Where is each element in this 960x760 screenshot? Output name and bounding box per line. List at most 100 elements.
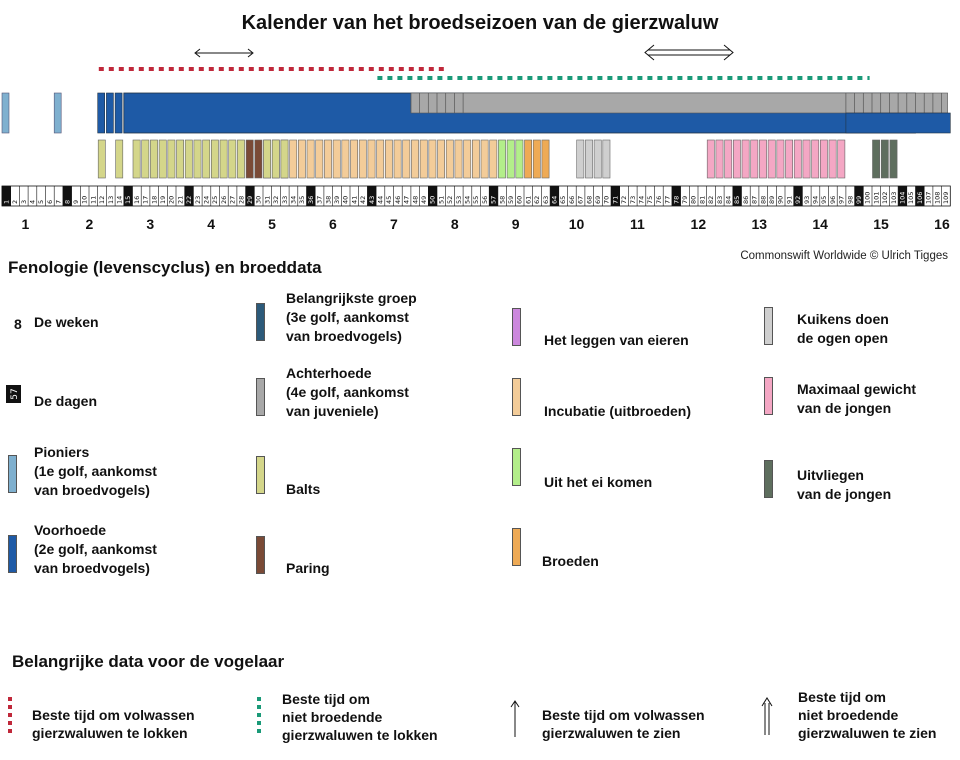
day-cell-bold-22 bbox=[184, 186, 194, 206]
lower-incubatie-43 bbox=[367, 139, 376, 179]
day-number: 74 bbox=[637, 196, 645, 204]
legend-uitkomen: Uit het ei komen bbox=[544, 474, 653, 490]
lower-incubatie-47 bbox=[402, 139, 411, 179]
lower-maximaal-gewicht-82 bbox=[706, 139, 715, 179]
upper-bar-voorhoede-end bbox=[845, 112, 951, 134]
lower-maximaal-gewicht-97 bbox=[837, 139, 846, 179]
week-number: 2 bbox=[85, 216, 93, 232]
week-number: 9 bbox=[512, 216, 520, 232]
day-cell-bold-99 bbox=[854, 186, 864, 206]
day-number: 70 bbox=[603, 196, 611, 204]
swatch-broeden bbox=[512, 528, 521, 566]
lower-incubatie-46 bbox=[393, 139, 402, 179]
legend-belangrijkste: Belangrijkste groep (3e golf, aankomst van… bbox=[286, 290, 417, 344]
day-number: 82 bbox=[707, 196, 715, 204]
day-number: 25 bbox=[211, 196, 219, 204]
day-number: 97 bbox=[838, 196, 846, 204]
day-number: 30 bbox=[255, 196, 263, 204]
day-number: 24 bbox=[202, 196, 210, 204]
lower-broeden-61 bbox=[524, 139, 532, 179]
day-number: 35 bbox=[298, 196, 306, 204]
day-number: 32 bbox=[272, 196, 280, 204]
day-number: 73 bbox=[629, 196, 637, 204]
breeding-calendar-timeline: 1 2 3 4 5 6 7 8 9 10 11 12 13 14 15 16 17 18 19 20 21 22 23 24 2… bbox=[1, 44, 951, 232]
lower-balts-late-31 bbox=[263, 139, 271, 179]
lower-maximaal-gewicht-90 bbox=[776, 139, 785, 179]
birdwatcher-heading: Belangrijke data voor de vogelaar bbox=[12, 652, 285, 671]
day-number: 8 bbox=[63, 200, 71, 204]
lower-incubatie-late-56 bbox=[480, 139, 489, 179]
day-number: 28 bbox=[237, 196, 245, 204]
day-number: 23 bbox=[194, 196, 202, 204]
day-number: 75 bbox=[646, 196, 654, 204]
legend-weeks-icon: 8 bbox=[14, 316, 22, 332]
day-number: 4 bbox=[28, 200, 36, 204]
lower-incubatie-42 bbox=[358, 139, 367, 179]
week-number: 1 bbox=[22, 216, 30, 232]
lower-uitvliegen-103 bbox=[889, 139, 898, 179]
lower-incubatie-36 bbox=[306, 139, 315, 179]
legend-eieren: Het leggen van eieren bbox=[544, 332, 689, 348]
lower-balts-20 bbox=[167, 139, 176, 179]
day-number: 27 bbox=[229, 196, 237, 204]
day-number: 61 bbox=[524, 196, 532, 204]
legend: 8 De weken 57 De dagen Pioniers (1e golf,… bbox=[0, 285, 960, 595]
day-number: 72 bbox=[620, 196, 628, 204]
day-number: 107 bbox=[925, 192, 933, 204]
day-number: 53 bbox=[455, 196, 463, 204]
lower-maximaal-gewicht-92 bbox=[793, 139, 802, 179]
swatch-pioniers bbox=[8, 455, 17, 493]
swatch-balts bbox=[256, 456, 265, 494]
legend-kuikens-ogen: Kuikens doen de ogen open bbox=[797, 311, 889, 346]
lower-incubatie-late-54 bbox=[463, 139, 472, 179]
lower-incubatie-37 bbox=[315, 139, 324, 179]
day-number: 95 bbox=[820, 196, 828, 204]
lower-incubatie-50 bbox=[428, 139, 437, 179]
day-number: 7 bbox=[55, 200, 63, 204]
day-number: 106 bbox=[916, 192, 924, 204]
day-number: 105 bbox=[907, 192, 915, 204]
lower-balts-21 bbox=[176, 139, 184, 179]
legend-achterhoede: Achterhoede (4e golf, aankomst van juvenie… bbox=[286, 365, 409, 419]
day-number: 46 bbox=[394, 196, 402, 204]
day-number: 20 bbox=[168, 196, 176, 204]
day-number: 15 bbox=[124, 196, 132, 204]
swatch-uitkomen bbox=[512, 448, 521, 486]
legend-maximaal-gewicht: Maximaal gewicht van de jongen bbox=[797, 381, 917, 416]
day-number: 101 bbox=[872, 192, 880, 204]
lower-incubatie-34 bbox=[289, 139, 298, 179]
credit-text: Commonswift Worldwide © Ulrich Tigges bbox=[740, 250, 948, 262]
lower-incubatie-late-52 bbox=[445, 139, 454, 179]
day-cell-bold-85 bbox=[732, 186, 742, 206]
day-number: 59 bbox=[507, 196, 515, 204]
lower-uitkomen-59 bbox=[506, 139, 515, 179]
legend-incubatie: Incubatie (uitbroeden) bbox=[544, 403, 691, 419]
day-number: 6 bbox=[46, 200, 54, 204]
lower-incubatie-35 bbox=[297, 139, 306, 179]
day-number: 76 bbox=[655, 196, 663, 204]
swatch-voorhoede bbox=[8, 535, 17, 573]
swatch-eieren bbox=[512, 308, 521, 346]
lower-balts-late-33 bbox=[280, 139, 289, 179]
day-number: 31 bbox=[263, 196, 271, 204]
day-marker-icon: 57 bbox=[6, 385, 21, 403]
lower-incubatie-49 bbox=[419, 139, 428, 179]
upper-bar-voorhoede-sliver-2 bbox=[114, 92, 123, 134]
day-number: 48 bbox=[411, 196, 419, 204]
week-number: 14 bbox=[812, 216, 828, 232]
single-double-headed-arrow bbox=[194, 48, 254, 58]
lower-maximaal-gewicht-93 bbox=[802, 139, 811, 179]
lower-broeden-63 bbox=[541, 139, 550, 179]
day-number: 80 bbox=[690, 196, 698, 204]
week-number: 10 bbox=[569, 216, 585, 232]
legend-balts: Balts bbox=[286, 481, 321, 497]
upper-bar-pioniers-0 bbox=[1, 92, 10, 134]
lower-balts-late-32 bbox=[271, 139, 280, 179]
legend-paring: Paring bbox=[286, 560, 330, 576]
lower-incubatie-38 bbox=[324, 139, 332, 179]
day-number: 45 bbox=[385, 196, 393, 204]
swatch-belangrijkste bbox=[256, 303, 265, 341]
lower-uitvliegen-102 bbox=[880, 139, 889, 179]
lower-incubatie-late-57 bbox=[489, 139, 498, 179]
day-number: 52 bbox=[446, 196, 454, 204]
